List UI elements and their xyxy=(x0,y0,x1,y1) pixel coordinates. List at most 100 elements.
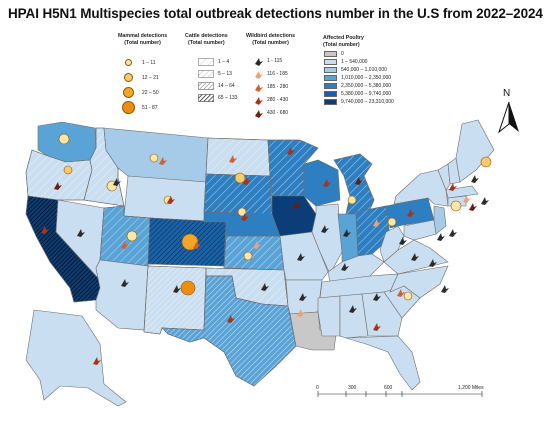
scale-tick-600: 600 xyxy=(384,385,393,391)
bird-icon xyxy=(255,84,263,92)
bird-icon xyxy=(121,241,129,249)
bird-icon xyxy=(373,219,381,227)
bird-icon xyxy=(243,177,251,185)
bird-icon xyxy=(463,195,471,203)
bird-icon xyxy=(299,293,307,301)
mammal-marker xyxy=(387,217,397,227)
bird-icon xyxy=(255,58,263,66)
bird-icon xyxy=(121,279,129,287)
bird-icon xyxy=(287,147,295,155)
bird-icon xyxy=(93,357,101,365)
legend-cattle-label-3: 14 – 64 xyxy=(218,83,235,89)
state-arizona xyxy=(95,259,149,331)
bird-icon xyxy=(399,237,407,245)
legend-mammal-title: Mammal detections (Total number) xyxy=(118,33,167,46)
bird-icon xyxy=(261,283,269,291)
legend-wildbird-swatches xyxy=(255,58,263,118)
state-florida xyxy=(345,335,421,391)
legend-poultry-swatch-3 xyxy=(324,67,337,73)
bird-icon xyxy=(373,293,381,301)
scale-tick-0: 0 xyxy=(316,385,319,391)
legend-mammal-label-2: 12 – 21 xyxy=(142,75,159,81)
bird-icon xyxy=(41,226,49,234)
mammal-marker xyxy=(450,200,462,212)
mammal-marker xyxy=(126,230,138,242)
state-illinois xyxy=(311,203,343,275)
legend-poultry-swatch-2 xyxy=(324,59,337,65)
state-iowa xyxy=(271,195,317,237)
bird-icon xyxy=(323,179,331,187)
bird-icon xyxy=(77,229,85,237)
bird-icon xyxy=(193,241,201,249)
legend-poultry-label-1: 0 xyxy=(341,51,344,57)
state-new-jersey xyxy=(433,205,447,235)
legend-cattle-label-2: 5 – 13 xyxy=(218,71,232,77)
bird-icon xyxy=(229,155,237,163)
bird-icon xyxy=(469,203,477,211)
legend-cattle-label-4: 65 – 133 xyxy=(218,95,238,101)
state-alaska xyxy=(25,309,127,407)
mammal-marker xyxy=(58,133,70,145)
bird-icon xyxy=(255,97,263,105)
legend-poultry-swatch-1 xyxy=(324,51,337,57)
state-georgia xyxy=(361,291,403,337)
bird-icon xyxy=(411,253,419,261)
legend-wildbird-label-5: 430 - 680 xyxy=(267,110,289,116)
legend-poultry-label-5: 2,350,000 – 5,380,000 xyxy=(341,83,392,89)
legend-wildbird-heading: Wildbird detections xyxy=(246,33,296,39)
bird-icon xyxy=(437,233,445,241)
bird-icon xyxy=(449,229,457,237)
scale-tick-300: 300 xyxy=(348,385,357,391)
state-indiana xyxy=(337,213,359,263)
bird-icon xyxy=(255,71,263,79)
legend-wildbird-label-4: 280 - 430 xyxy=(267,97,289,103)
legend-cattle-title: Cattle detections (Total number) xyxy=(185,33,228,46)
bird-icon xyxy=(355,177,363,185)
bird-icon xyxy=(159,157,167,165)
mammal-marker xyxy=(181,233,199,251)
legend-cattle-heading: Cattle detections xyxy=(185,33,228,39)
mammal-marker xyxy=(237,207,247,217)
legend-poultry-subtitle: (Total number) xyxy=(323,41,360,48)
state-maine xyxy=(455,119,495,183)
bird-icon xyxy=(407,209,415,217)
bird-icon xyxy=(343,229,351,237)
bird-icon xyxy=(241,213,249,221)
bird-icon xyxy=(481,197,489,205)
mammal-marker xyxy=(234,172,246,184)
mammal-marker xyxy=(243,251,253,261)
bird-icon xyxy=(321,225,329,233)
legend-cattle-swatch-1 xyxy=(198,58,214,66)
legend-mammal-swatch-2 xyxy=(124,73,133,82)
bird-icon xyxy=(471,175,479,183)
mammal-marker xyxy=(63,165,73,175)
mammal-marker xyxy=(480,156,492,168)
mammal-marker xyxy=(347,195,357,205)
legend-cattle-swatch-3 xyxy=(198,82,214,90)
legend-mammal-swatch-1 xyxy=(125,59,132,66)
legend-mammal-heading: Mammal detections xyxy=(118,33,168,39)
bird-icon xyxy=(173,285,181,293)
bird-icon xyxy=(293,201,301,209)
legend-wildbird-label-1: 1 - 115 xyxy=(267,58,283,64)
state-maryland xyxy=(403,219,437,241)
legend-cattle-label-1: 1 – 4 xyxy=(218,59,230,65)
bird-icon xyxy=(297,309,305,317)
legend-poultry-heading: Affected Poultry xyxy=(323,35,364,41)
legend-poultry-label-2: 1 – 540,000 xyxy=(341,59,368,65)
legend-mammal-swatch-4 xyxy=(122,101,135,114)
bird-icon xyxy=(449,183,457,191)
legend-wildbird-label-3: 185 - 280 xyxy=(267,84,289,90)
mammal-marker xyxy=(180,280,196,296)
legend-poultry-title: Affected Poultry (Total number) xyxy=(323,35,364,48)
legend-mammal-label-4: 51 - 87 xyxy=(142,105,158,111)
bird-icon xyxy=(349,305,357,313)
bird-icon xyxy=(227,315,235,323)
bird-icon xyxy=(397,289,405,297)
bird-icon xyxy=(54,182,62,190)
bird-icon xyxy=(429,259,437,267)
bird-icon xyxy=(255,110,263,118)
legend-mammal-label-3: 22 – 50 xyxy=(142,90,159,96)
legend-poultry-swatch-5 xyxy=(324,83,337,89)
legend-mammal-swatch-3 xyxy=(123,87,134,98)
